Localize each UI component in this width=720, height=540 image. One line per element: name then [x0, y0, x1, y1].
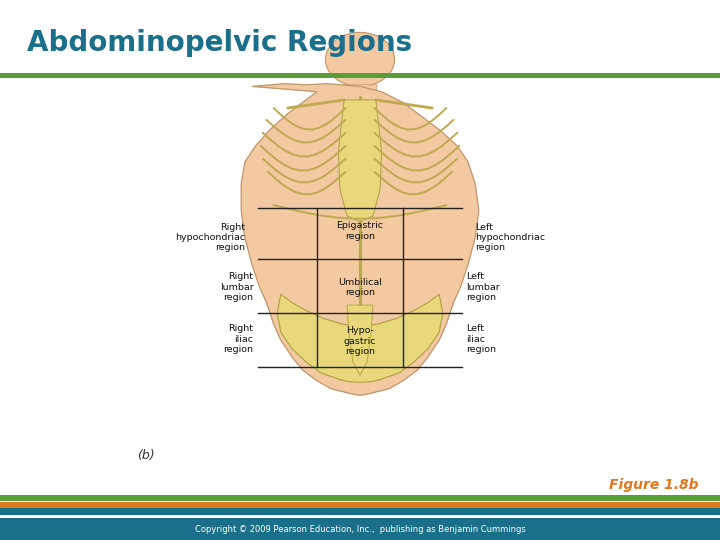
Bar	[0, 0, 720, 78]
Polygon shape	[347, 305, 373, 375]
Bar	[0, 495, 720, 501]
Polygon shape	[338, 100, 382, 221]
Text: (b): (b)	[137, 449, 154, 462]
Text: Right
iliac
region: Right iliac region	[223, 324, 253, 354]
Text: Abdominopelvic Regions: Abdominopelvic Regions	[27, 29, 413, 57]
Bar	[0, 73, 720, 78]
Bar	[0, 518, 720, 540]
Text: Left
hypochondriac
region: Left hypochondriac region	[475, 222, 545, 253]
Text: Left
iliac
region: Left iliac region	[467, 324, 497, 354]
Text: Figure 1.8b: Figure 1.8b	[609, 478, 698, 492]
Text: Hypo-
gastric
region: Hypo- gastric region	[343, 326, 377, 356]
Bar	[0, 502, 720, 508]
Bar	[0, 508, 720, 515]
Text: Right
lumbar
region: Right lumbar region	[220, 272, 253, 302]
Ellipse shape	[325, 32, 395, 86]
Text: Left
lumbar
region: Left lumbar region	[467, 272, 500, 302]
Polygon shape	[241, 84, 479, 395]
Text: Epigastric
region: Epigastric region	[336, 221, 384, 241]
Polygon shape	[343, 85, 377, 100]
Text: Copyright © 2009 Pearson Education, Inc.,  publishing as Benjamin Cummings: Copyright © 2009 Pearson Education, Inc.…	[194, 525, 526, 534]
Text: Right
hypochondriac
region: Right hypochondriac region	[175, 222, 245, 253]
Text: Umbilical
region: Umbilical region	[338, 278, 382, 297]
Polygon shape	[277, 294, 443, 382]
